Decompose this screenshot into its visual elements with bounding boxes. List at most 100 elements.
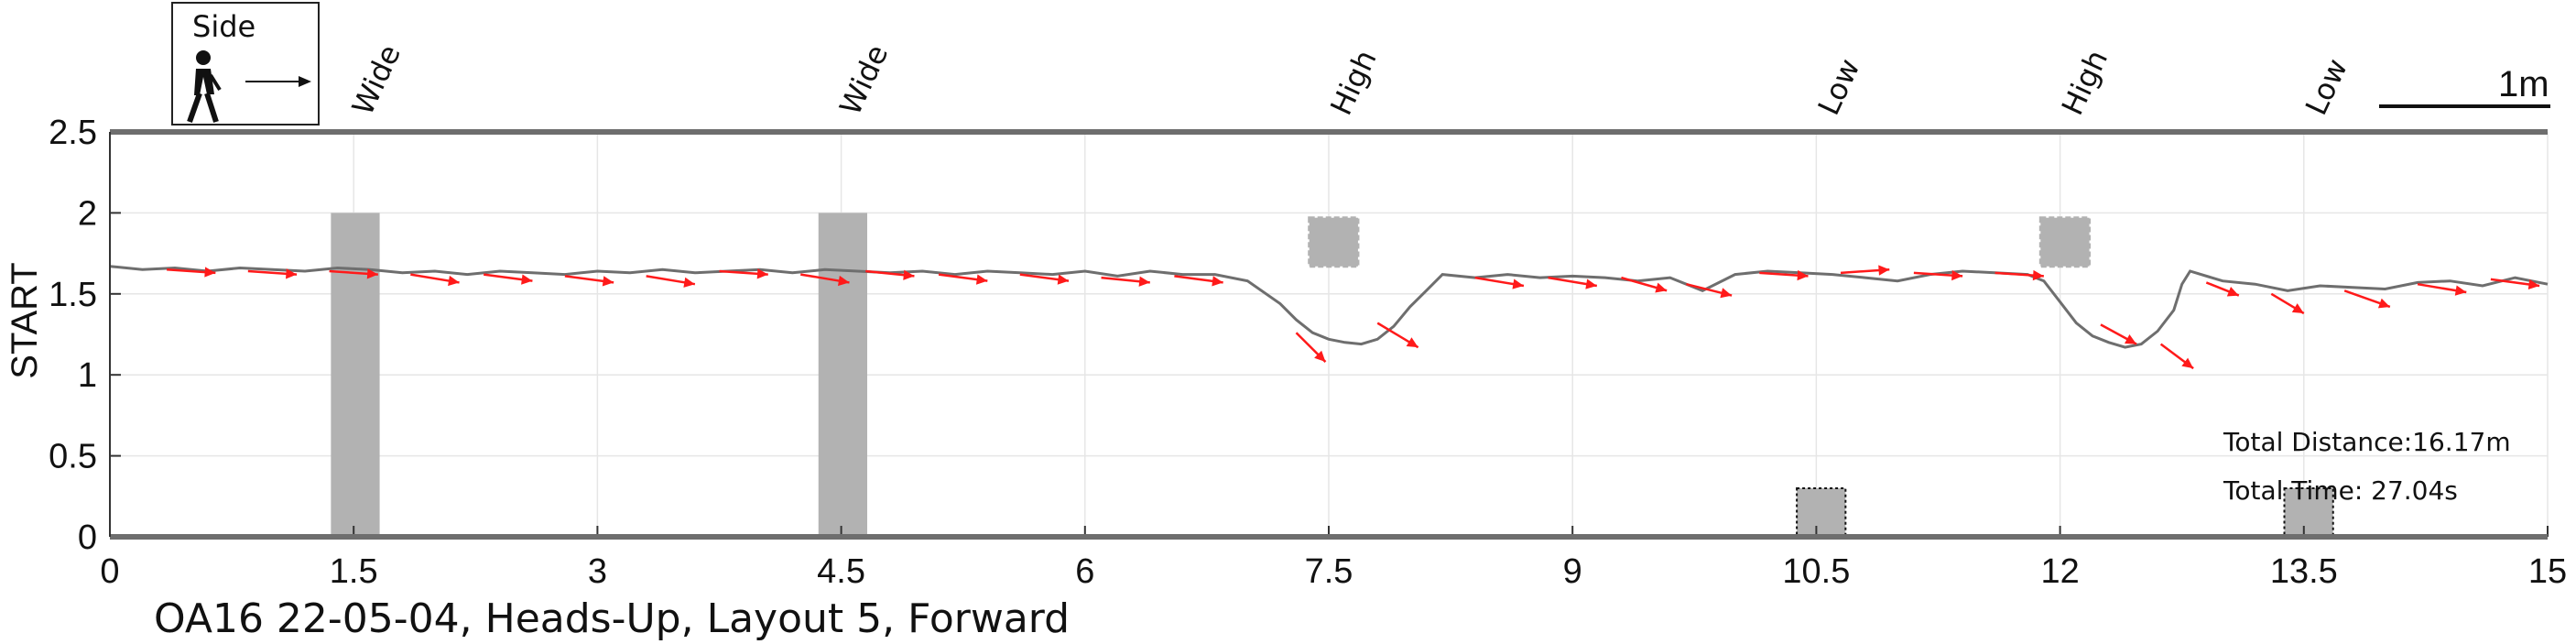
x-tick-label: 7.5 [1305,552,1353,591]
direction-arrow [2100,323,2137,345]
obstacle-low [2283,486,2334,539]
direction-arrow [1548,276,1598,289]
x-tick-label: 1.5 [330,552,378,591]
direction-arrow [1101,276,1150,287]
direction-arrow [2343,289,2391,309]
direction-arrow [1295,332,1327,363]
arrow-head [975,274,988,285]
direction-arrow [484,273,533,285]
arrow-head [2454,285,2467,296]
direction-arrow [2417,282,2467,296]
arrow-head [1212,276,1223,287]
obstacle-label: High [2055,45,2115,121]
direction-arrow [2159,343,2194,370]
obstacle-wide [818,213,867,537]
arrow-head [1314,350,1326,363]
direction-arrow [2270,292,2305,315]
total-time-annotation: Total Time: 27.04s [2223,475,2458,506]
direction-arrow [410,273,460,287]
x-tick-label: 6 [1075,552,1094,591]
direction-arrow [1019,273,1070,285]
y-axis-title: START [5,262,45,378]
axes [109,129,2549,540]
obstacle-low [1796,486,1847,539]
x-tick-label: 9 [1563,552,1582,591]
arrow-head [1951,269,1963,281]
direction-arrow [719,268,768,279]
arrow-head [1797,269,1809,281]
arrow-head [204,267,216,278]
arrow-head [1512,278,1524,289]
grid [109,131,2549,538]
arrow-head [521,274,533,285]
obstacles [331,213,2334,539]
arrow-head [602,276,614,287]
direction-arrow [1174,275,1223,287]
obstacle-high [2038,216,2092,268]
arrow-head [1406,337,1418,348]
x-tick-label: 3 [588,552,607,591]
x-tick-label: 12 [2040,552,2079,591]
arrow-head [756,268,768,279]
arrow-head [1585,278,1597,289]
scale-bar: 1m [2379,64,2550,108]
arrow-right-icon [245,76,311,87]
side-legend-label: Side [192,9,255,44]
scale-bar-label: 1m [2498,64,2549,104]
arrow-head [2032,269,2044,281]
obstacle-wide [331,213,380,537]
y-tick-label: 1 [78,356,97,395]
direction-arrow [1994,269,2044,281]
arrow-head [2527,278,2540,290]
arrow-head [286,268,298,279]
obstacle-label: High [1323,45,1384,121]
direction-arrow [167,267,216,278]
arrow-head [903,269,915,280]
arrow-head [2181,357,2194,369]
arrow-head [837,275,850,287]
obstacle-label: Wide [345,39,408,120]
arrow-head [683,277,695,288]
arrow-head [2125,334,2137,344]
side-legend: Side [171,2,320,126]
direction-arrow [2490,278,2540,290]
direction-arrow [646,275,696,288]
direction-arrow [247,268,298,279]
x-tick-label: 15 [2528,552,2567,591]
direction-arrow [564,275,614,287]
x-tick-label: 0 [100,552,119,591]
arrow-head [1720,288,1733,299]
labels: 0 1.5 3 4.5 6 7.5 9 10.5 12 13.5 15 0 0.5 1 1.5 2 2.5 Wid… [49,39,2567,591]
x-tick-label: 10.5 [1782,552,1850,591]
arrow-head [2377,298,2390,309]
direction-arrow [1474,276,1525,289]
direction-arrow [1686,282,1733,299]
direction-arrow [2205,281,2240,297]
arrow-head [1138,276,1150,287]
walking-person-icon [187,50,222,124]
trajectory-line [109,265,2549,349]
direction-arrow [865,269,915,280]
obstacle-label: Low [1811,53,1867,120]
direction-arrow [800,273,850,287]
arrow-head [1057,274,1070,285]
arrow-head [1878,265,1890,276]
arrow-head [366,268,378,279]
arrow-head [2226,286,2239,297]
y-tick-label: 2 [78,194,97,233]
direction-arrow [938,273,988,285]
figure-caption: OA16 22-05-04, Heads-Up, Layout 5, Forwa… [154,595,1070,642]
x-tick-label: 4.5 [817,552,865,591]
y-tick-label: 1.5 [49,276,97,314]
total-distance-annotation: Total Distance:16.17m [2223,427,2511,457]
direction-arrow [1621,276,1668,293]
direction-arrows [167,265,2540,370]
direction-arrow [1376,322,1419,349]
arrow-head [448,275,460,287]
arrow-head [1655,282,1668,293]
y-tick-label: 0 [78,518,97,557]
x-tick-label: 13.5 [2270,552,2338,591]
direction-arrow [329,268,378,279]
arrow-head [2291,303,2304,314]
